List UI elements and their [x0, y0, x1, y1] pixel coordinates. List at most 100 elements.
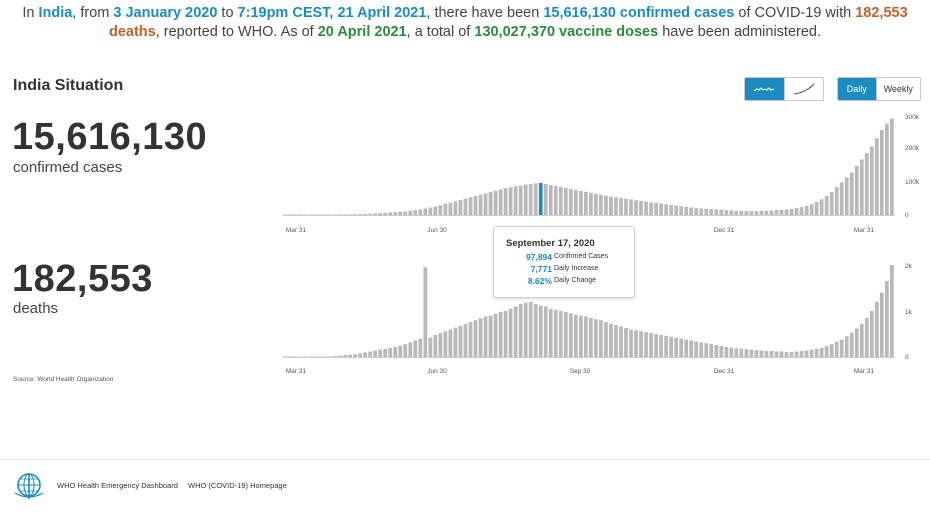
- confirmed-cases-bar[interactable]: [724, 210, 729, 215]
- confirmed-cases-bar[interactable]: [493, 190, 498, 215]
- deaths-bar[interactable]: [428, 337, 433, 357]
- confirmed-cases-bar[interactable]: [869, 146, 874, 215]
- deaths-bar[interactable]: [634, 330, 638, 357]
- confirmed-cases-bar[interactable]: [473, 196, 478, 215]
- deaths-bar[interactable]: [834, 341, 839, 357]
- cumulative-style-button[interactable]: [783, 78, 823, 100]
- deaths-bar[interactable]: [453, 327, 458, 357]
- deaths-bar[interactable]: [573, 314, 578, 357]
- confirmed-cases-bar[interactable]: [669, 204, 674, 215]
- confirmed-cases-bar[interactable]: [594, 193, 598, 215]
- confirmed-cases-bar[interactable]: [368, 213, 373, 215]
- confirmed-cases-bar[interactable]: [604, 195, 608, 215]
- confirmed-cases-bar[interactable]: [709, 209, 714, 215]
- confirmed-cases-bar[interactable]: [689, 207, 694, 215]
- confirmed-cases-bar[interactable]: [784, 209, 789, 215]
- confirmed-cases-bar[interactable]: [453, 201, 458, 215]
- deaths-bar[interactable]: [533, 304, 538, 357]
- confirmed-cases-bar[interactable]: [528, 183, 533, 215]
- deaths-bar[interactable]: [739, 348, 744, 357]
- deaths-bar[interactable]: [583, 316, 588, 357]
- confirmed-cases-bar[interactable]: [734, 210, 739, 215]
- confirmed-cases-bar[interactable]: [779, 209, 784, 215]
- deaths-bar[interactable]: [338, 355, 342, 357]
- confirmed-cases-bar[interactable]: [809, 204, 814, 215]
- confirmed-cases-bar[interactable]: [814, 201, 819, 215]
- confirmed-cases-bar[interactable]: [423, 208, 428, 215]
- deaths-bar[interactable]: [644, 332, 648, 357]
- deaths-bar[interactable]: [308, 356, 312, 358]
- confirmed-cases-bar[interactable]: [729, 210, 734, 215]
- confirmed-cases-bar[interactable]: [744, 211, 749, 215]
- deaths-bar[interactable]: [774, 351, 779, 357]
- deaths-bar[interactable]: [759, 350, 764, 357]
- deaths-bar[interactable]: [799, 351, 804, 357]
- deaths-bar[interactable]: [463, 323, 468, 357]
- deaths-bar[interactable]: [829, 344, 834, 357]
- deaths-bar[interactable]: [704, 343, 709, 357]
- deaths-bar[interactable]: [589, 317, 593, 357]
- confirmed-cases-bar[interactable]: [463, 198, 468, 215]
- deaths-bar[interactable]: [804, 350, 809, 357]
- confirmed-cases-bar[interactable]: [879, 130, 884, 215]
- deaths-bar[interactable]: [333, 356, 337, 357]
- deaths-bar[interactable]: [649, 333, 653, 357]
- deaths-bar[interactable]: [599, 320, 603, 357]
- deaths-bar[interactable]: [609, 323, 613, 357]
- daily-button[interactable]: Daily: [838, 78, 876, 100]
- confirmed-cases-bar[interactable]: [829, 192, 834, 215]
- deaths-bar[interactable]: [714, 345, 719, 357]
- confirmed-cases-bar[interactable]: [513, 186, 518, 215]
- confirmed-cases-bar[interactable]: [533, 183, 538, 215]
- deaths-bar[interactable]: [328, 356, 332, 358]
- confirmed-cases-bar[interactable]: [448, 202, 453, 215]
- confirmed-cases-bar[interactable]: [824, 196, 829, 215]
- bar-style-button[interactable]: [745, 78, 784, 100]
- deaths-bar[interactable]: [709, 344, 714, 357]
- confirmed-cases-bar[interactable]: [393, 212, 398, 215]
- deaths-bar[interactable]: [373, 350, 378, 357]
- confirmed-cases-bar[interactable]: [644, 201, 648, 215]
- confirmed-cases-bar[interactable]: [674, 205, 679, 215]
- deaths-bar[interactable]: [749, 349, 754, 357]
- confirmed-cases-bar[interactable]: [804, 205, 809, 215]
- footer-link-dashboard[interactable]: WHO Health Emergency Dashboard: [57, 481, 178, 490]
- confirmed-cases-bar[interactable]: [483, 193, 488, 215]
- confirmed-cases-bar[interactable]: [609, 196, 613, 215]
- deaths-bar[interactable]: [473, 320, 478, 357]
- confirmed-cases-bar[interactable]: [859, 159, 864, 215]
- confirmed-cases-bar[interactable]: [794, 208, 799, 215]
- deaths-bar[interactable]: [724, 346, 729, 357]
- deaths-bar[interactable]: [323, 356, 327, 358]
- deaths-bar[interactable]: [779, 351, 784, 357]
- confirmed-cases-bar[interactable]: [428, 207, 433, 215]
- confirmed-cases-bar[interactable]: [548, 184, 553, 215]
- deaths-bar[interactable]: [694, 341, 699, 357]
- deaths-bar[interactable]: [348, 354, 352, 357]
- confirmed-cases-bar[interactable]: [293, 214, 297, 216]
- confirmed-cases-bar[interactable]: [418, 209, 423, 215]
- confirmed-cases-bar[interactable]: [789, 208, 794, 215]
- confirmed-cases-bar[interactable]: [398, 211, 403, 215]
- deaths-bar[interactable]: [824, 345, 829, 357]
- deaths-bar[interactable]: [744, 349, 749, 357]
- deaths-bar[interactable]: [553, 310, 558, 357]
- confirmed-cases-bar[interactable]: [849, 172, 854, 215]
- deaths-bar[interactable]: [353, 354, 357, 357]
- deaths-bar[interactable]: [784, 351, 789, 357]
- confirmed-cases-bar[interactable]: [328, 214, 332, 216]
- deaths-bar[interactable]: [483, 316, 488, 357]
- deaths-bar[interactable]: [283, 356, 287, 358]
- confirmed-cases-bar[interactable]: [468, 197, 473, 215]
- confirmed-cases-bar[interactable]: [714, 209, 719, 215]
- confirmed-cases-bar[interactable]: [614, 197, 618, 215]
- deaths-bar[interactable]: [558, 311, 563, 357]
- deaths-bar[interactable]: [754, 350, 759, 357]
- confirmed-cases-bar[interactable]: [884, 123, 889, 215]
- confirmed-cases-bar[interactable]: [488, 192, 493, 215]
- confirmed-cases-bar[interactable]: [764, 210, 769, 215]
- deaths-bar[interactable]: [493, 313, 498, 357]
- deaths-bar[interactable]: [884, 281, 889, 357]
- confirmed-cases-bar[interactable]: [639, 200, 643, 215]
- confirmed-cases-bar[interactable]: [739, 210, 744, 215]
